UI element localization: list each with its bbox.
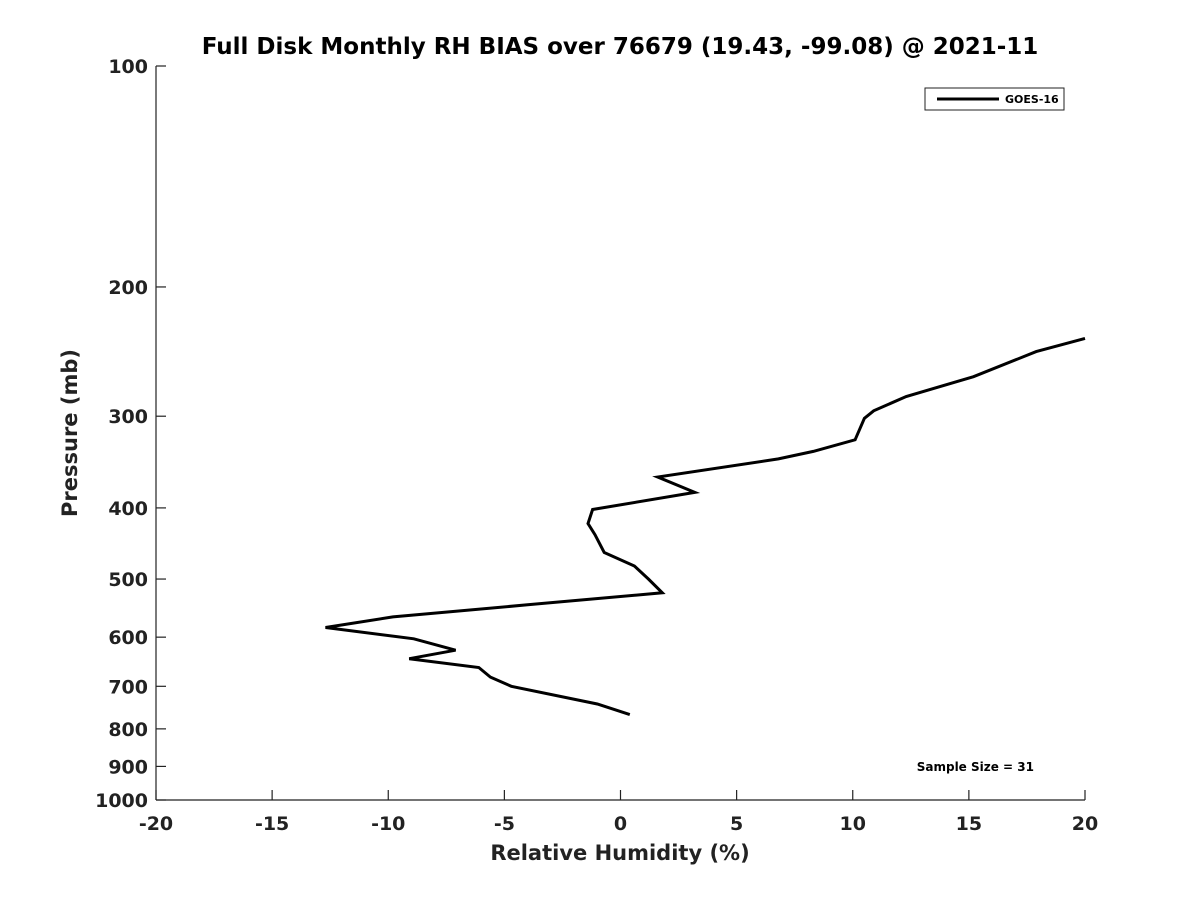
- y-axis-ticks: 100 200 300 400 500 600 700 800 900 1000: [95, 56, 166, 812]
- legend-label-goes-16: GOES-16: [1005, 93, 1059, 106]
- y-tick-label: 700: [108, 676, 148, 698]
- sample-size-annotation: Sample Size = 31: [917, 760, 1034, 774]
- x-tick-label: -5: [494, 813, 515, 835]
- y-tick-label: 500: [108, 569, 148, 591]
- x-axis-label: Relative Humidity (%): [490, 841, 749, 865]
- x-tick-label: 10: [840, 813, 866, 835]
- y-tick-label: 600: [108, 627, 148, 649]
- x-tick-label: 15: [956, 813, 982, 835]
- y-axis-label: Pressure (mb): [58, 349, 82, 517]
- y-tick-label: 1000: [95, 790, 148, 812]
- y-tick-label: 800: [108, 719, 148, 741]
- y-tick-label: 900: [108, 756, 148, 778]
- x-tick-label: -20: [139, 813, 173, 835]
- x-axis-ticks: -20 -15 -10 -5 0 5 10 15 20: [139, 790, 1098, 835]
- y-tick-label: 100: [108, 56, 148, 78]
- y-tick-label: 300: [108, 406, 148, 428]
- series-line-goes-16: [325, 336, 1086, 717]
- plot-area: [156, 66, 1085, 800]
- x-tick-label: -10: [371, 813, 405, 835]
- legend: GOES-16: [924, 87, 1065, 111]
- x-tick-label: -15: [255, 813, 289, 835]
- series-layer: [325, 336, 1086, 717]
- x-tick-label: 5: [730, 813, 743, 835]
- y-tick-label: 400: [108, 498, 148, 520]
- y-tick-label: 200: [108, 277, 148, 299]
- x-tick-label: 0: [614, 813, 627, 835]
- chart-title: Full Disk Monthly RH BIAS over 76679 (19…: [202, 34, 1039, 60]
- x-tick-label: 20: [1072, 813, 1098, 835]
